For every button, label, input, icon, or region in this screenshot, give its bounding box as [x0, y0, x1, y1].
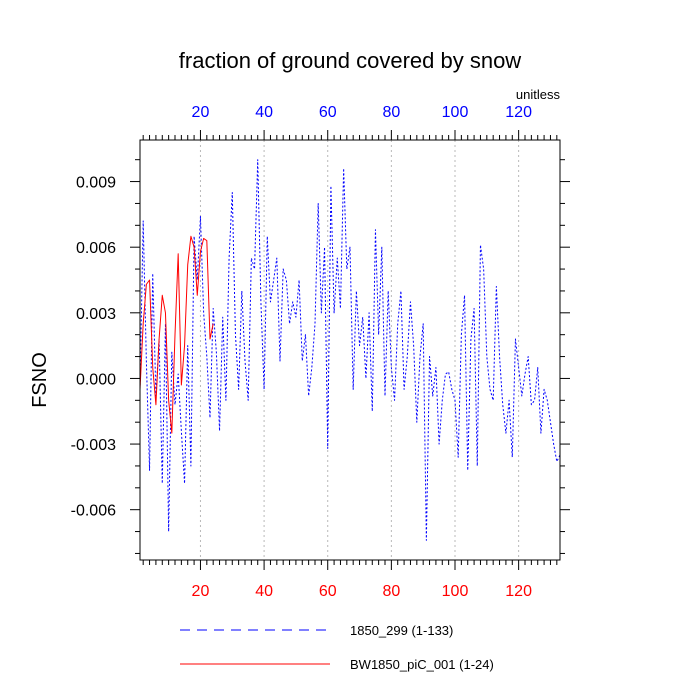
vertical-gridlines: [199, 140, 520, 560]
series-line-2: [139, 235, 214, 434]
legend: 1850_299 (1-133) BW1850_piC_001 (1-24): [180, 623, 494, 672]
x-tick-label-bottom: 20: [192, 583, 210, 600]
y-tick-label: -0.003: [71, 437, 116, 454]
x-tick-label-bottom: 40: [255, 583, 273, 600]
series-layer: [139, 159, 561, 541]
units-label: unitless: [516, 87, 561, 102]
y-tick-label: 0.006: [76, 240, 116, 257]
y-tick-label: 0.003: [76, 306, 116, 323]
x-tick-label-bottom: 80: [382, 583, 400, 600]
x-tick-label-top: 40: [255, 104, 273, 121]
y-tick-label: 0.009: [76, 175, 116, 192]
x-tick-label-top: 120: [505, 104, 532, 121]
y-tick-label: 0.000: [76, 371, 116, 388]
legend-label-1: 1850_299 (1-133): [350, 623, 453, 638]
x-tick-label-bottom: 120: [505, 583, 532, 600]
chart-title: fraction of ground covered by snow: [179, 48, 522, 73]
x-tick-label-top: 80: [382, 104, 400, 121]
x-tick-label-bottom: 60: [319, 583, 337, 600]
x-tick-label-top: 20: [192, 104, 210, 121]
axes: 20 20 40 40 60 60 80 80 100 100 120 120 -0.006 -0.003…: [71, 104, 570, 600]
series-line-1: [139, 159, 561, 541]
x-tick-label-top: 100: [442, 104, 469, 121]
y-axis-label: FSNO: [29, 352, 51, 408]
legend-label-2: BW1850_piC_001 (1-24): [350, 657, 494, 672]
plot-frame: [139, 139, 561, 561]
x-tick-label-top: 60: [319, 104, 337, 121]
x-tick-label-bottom: 100: [442, 583, 469, 600]
y-tick-label: -0.006: [71, 503, 116, 520]
